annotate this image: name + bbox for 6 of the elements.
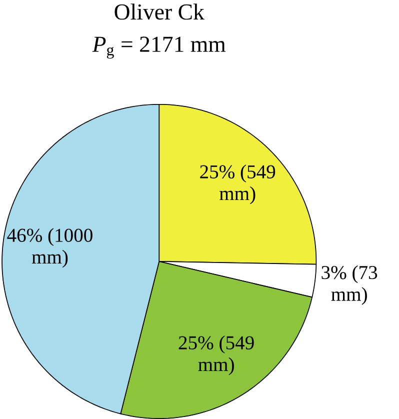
chart-title: Oliver Ck	[114, 4, 204, 20]
chart-subtitle: P$_{g}$ = 2171 mm	[92, 36, 226, 59]
data-label: 46% (1000 mm)	[7, 228, 92, 268]
data-label: 3% (73 mm)	[322, 265, 377, 305]
data-label: 25% (549 mm)	[200, 164, 275, 204]
data-label: 25% (549 mm)	[178, 336, 254, 376]
